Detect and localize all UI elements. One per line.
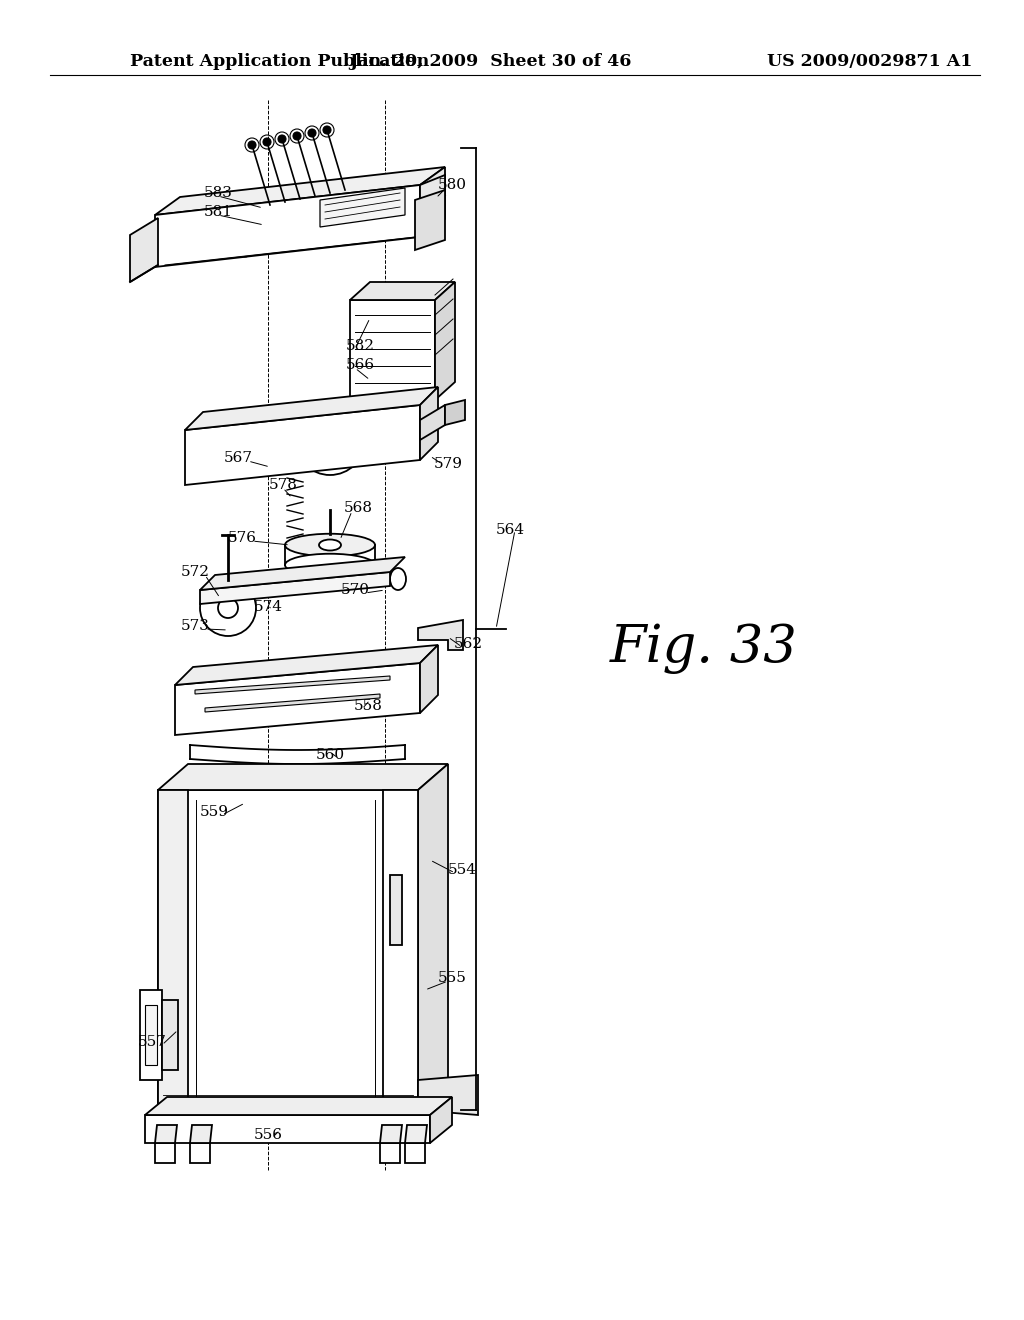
Polygon shape — [418, 620, 463, 649]
Polygon shape — [175, 663, 420, 735]
Text: 566: 566 — [345, 358, 375, 372]
Ellipse shape — [319, 540, 341, 550]
Text: 570: 570 — [341, 583, 370, 597]
Circle shape — [323, 125, 331, 135]
Text: Patent Application Publication: Patent Application Publication — [130, 54, 429, 70]
Text: 572: 572 — [180, 565, 210, 579]
Text: 555: 555 — [437, 972, 467, 985]
Polygon shape — [185, 387, 438, 430]
Polygon shape — [130, 218, 158, 282]
Polygon shape — [380, 1125, 402, 1143]
Polygon shape — [140, 990, 162, 1080]
Polygon shape — [205, 694, 380, 711]
Polygon shape — [406, 1125, 427, 1143]
Polygon shape — [190, 1125, 212, 1143]
Text: 554: 554 — [447, 863, 476, 876]
Polygon shape — [155, 185, 420, 267]
Polygon shape — [420, 176, 445, 205]
Text: US 2009/0029871 A1: US 2009/0029871 A1 — [767, 54, 973, 70]
Polygon shape — [406, 1143, 425, 1163]
Text: 580: 580 — [437, 178, 467, 191]
Polygon shape — [415, 190, 445, 249]
Text: 579: 579 — [433, 457, 463, 471]
Polygon shape — [430, 1097, 452, 1143]
Circle shape — [263, 139, 271, 147]
Polygon shape — [155, 1143, 175, 1163]
Text: 583: 583 — [204, 186, 232, 201]
Circle shape — [252, 224, 258, 231]
Text: 557: 557 — [137, 1035, 167, 1049]
Polygon shape — [350, 282, 455, 300]
Text: Fig. 33: Fig. 33 — [610, 623, 798, 673]
Circle shape — [232, 238, 238, 243]
Polygon shape — [350, 300, 435, 400]
Circle shape — [212, 242, 218, 248]
Polygon shape — [420, 387, 438, 459]
Circle shape — [248, 141, 256, 149]
Ellipse shape — [285, 533, 375, 556]
Polygon shape — [162, 1001, 178, 1071]
Text: 574: 574 — [254, 601, 283, 614]
Text: 562: 562 — [454, 638, 482, 651]
Polygon shape — [158, 764, 449, 789]
Polygon shape — [420, 168, 445, 238]
Text: 564: 564 — [496, 523, 524, 537]
Polygon shape — [200, 572, 390, 605]
Polygon shape — [190, 1143, 210, 1163]
Text: 559: 559 — [200, 805, 228, 818]
Text: 582: 582 — [345, 339, 375, 352]
Circle shape — [278, 135, 286, 143]
Text: Jan. 29, 2009  Sheet 30 of 46: Jan. 29, 2009 Sheet 30 of 46 — [349, 54, 631, 70]
Polygon shape — [383, 789, 418, 1110]
Text: 560: 560 — [315, 748, 344, 762]
Polygon shape — [445, 400, 465, 425]
Text: 573: 573 — [180, 619, 210, 634]
Polygon shape — [200, 557, 406, 590]
Polygon shape — [155, 168, 445, 215]
Polygon shape — [158, 789, 188, 1110]
Polygon shape — [155, 1125, 177, 1143]
Polygon shape — [145, 1097, 452, 1115]
Text: 568: 568 — [343, 502, 373, 515]
Polygon shape — [380, 1143, 400, 1163]
Polygon shape — [158, 789, 418, 1110]
Text: 556: 556 — [254, 1129, 283, 1142]
Circle shape — [222, 228, 228, 235]
Text: 576: 576 — [227, 531, 256, 545]
Text: 581: 581 — [204, 205, 232, 219]
Polygon shape — [420, 405, 445, 440]
Polygon shape — [390, 875, 402, 945]
Polygon shape — [418, 1074, 478, 1115]
Polygon shape — [145, 1005, 157, 1065]
Polygon shape — [195, 676, 390, 694]
Text: 567: 567 — [223, 451, 253, 465]
Circle shape — [293, 132, 301, 140]
Ellipse shape — [285, 554, 375, 577]
Text: 558: 558 — [353, 700, 382, 713]
Polygon shape — [418, 764, 449, 1110]
Polygon shape — [435, 282, 455, 400]
Text: 578: 578 — [268, 478, 297, 492]
Circle shape — [242, 247, 248, 253]
Ellipse shape — [390, 568, 406, 590]
Polygon shape — [420, 645, 438, 713]
Polygon shape — [145, 1115, 430, 1143]
Circle shape — [202, 222, 208, 228]
Polygon shape — [319, 187, 406, 227]
Polygon shape — [175, 645, 438, 685]
Polygon shape — [185, 405, 420, 484]
Circle shape — [308, 129, 316, 137]
